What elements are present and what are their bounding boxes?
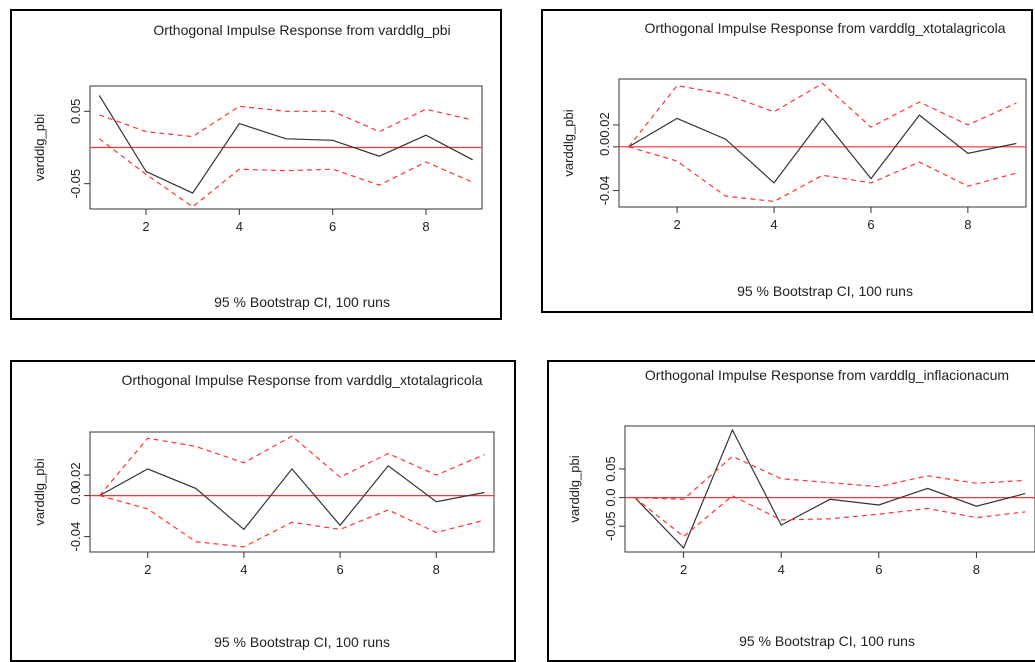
x-tick-label: 2 <box>142 219 149 234</box>
x-tick-label: 4 <box>778 562 785 577</box>
irf-chart-2: Orthogonal Impulse Response from varddlg… <box>561 20 1027 299</box>
x-tick-label: 8 <box>433 562 440 577</box>
irf-panel-1: Orthogonal Impulse Response from varddlg… <box>10 9 502 320</box>
ci-upper-line <box>99 435 485 496</box>
irf-panel-4: Orthogonal Impulse Response from varddlg… <box>547 360 1035 662</box>
x-tick-label: 2 <box>674 217 681 232</box>
x-tick-label: 4 <box>240 562 247 577</box>
impulse-response-line <box>98 95 473 194</box>
irf-chart-1: Orthogonal Impulse Response from varddlg… <box>32 22 483 310</box>
y-tick-label: 0.0 <box>597 138 612 156</box>
x-tick-label: 6 <box>329 219 336 234</box>
impulse-response-line <box>99 464 485 531</box>
impulse-response-line <box>628 114 1017 184</box>
plot-frame <box>624 425 1035 553</box>
ci-lower-line <box>99 495 485 548</box>
y-tick-label: -0.04 <box>597 176 612 206</box>
x-axis-label: 95 % Bootstrap CI, 100 runs <box>214 634 390 650</box>
irf-panel-3: Orthogonal Impulse Response from varddlg… <box>10 360 516 662</box>
irf-chart-3: Orthogonal Impulse Response from varddlg… <box>32 372 495 650</box>
ci-upper-line <box>634 455 1026 500</box>
y-tick-label: -0.05 <box>603 511 618 541</box>
plot-frame <box>89 431 495 553</box>
y-tick-label: -0.05 <box>68 169 83 199</box>
x-tick-label: 6 <box>336 562 343 577</box>
impulse-response-line <box>634 428 1026 550</box>
y-axis-label: varddlg_pbi <box>32 458 47 525</box>
x-tick-label: 2 <box>144 562 151 577</box>
y-tick-label: 0.0 <box>68 487 83 505</box>
irf-chart-4: Orthogonal Impulse Response from varddlg… <box>567 367 1035 649</box>
x-tick-label: 6 <box>875 562 882 577</box>
y-axis-label: varddlg_pbi <box>567 455 582 522</box>
chart-title: Orthogonal Impulse Response from varddlg… <box>121 372 482 388</box>
y-tick-label: -0.04 <box>68 522 83 552</box>
plot-frame <box>618 78 1027 208</box>
x-axis-label: 95 % Bootstrap CI, 100 runs <box>214 294 390 310</box>
y-axis-label: varddlg_pbi <box>32 114 47 181</box>
ci-upper-line <box>628 82 1017 148</box>
x-tick-label: 8 <box>422 219 429 234</box>
x-tick-label: 4 <box>236 219 243 234</box>
y-tick-label: 0.0 <box>603 489 618 507</box>
y-tick-label: 0.05 <box>68 99 83 124</box>
y-tick-label: 0.05 <box>603 456 618 481</box>
chart-title: Orthogonal Impulse Response from varddlg… <box>644 20 1005 36</box>
chart-title: Orthogonal Impulse Response from varddlg… <box>153 22 450 38</box>
x-tick-label: 4 <box>770 217 777 232</box>
ci-lower-line <box>634 495 1026 538</box>
x-tick-label: 2 <box>680 562 687 577</box>
x-tick-label: 8 <box>964 217 971 232</box>
y-tick-label: 0.02 <box>68 462 83 487</box>
ci-lower-line <box>98 138 473 208</box>
y-axis-label: varddlg_pbi <box>561 109 576 176</box>
ci-lower-line <box>628 146 1017 203</box>
irf-panel-2: Orthogonal Impulse Response from varddlg… <box>541 9 1033 313</box>
chart-title: Orthogonal Impulse Response from varddlg… <box>645 367 1009 383</box>
x-axis-label: 95 % Bootstrap CI, 100 runs <box>739 633 915 649</box>
y-tick-label: 0.02 <box>597 112 612 137</box>
x-axis-label: 95 % Bootstrap CI, 100 runs <box>737 283 913 299</box>
x-tick-label: 8 <box>973 562 980 577</box>
x-tick-label: 6 <box>867 217 874 232</box>
ci-upper-line <box>99 105 473 138</box>
